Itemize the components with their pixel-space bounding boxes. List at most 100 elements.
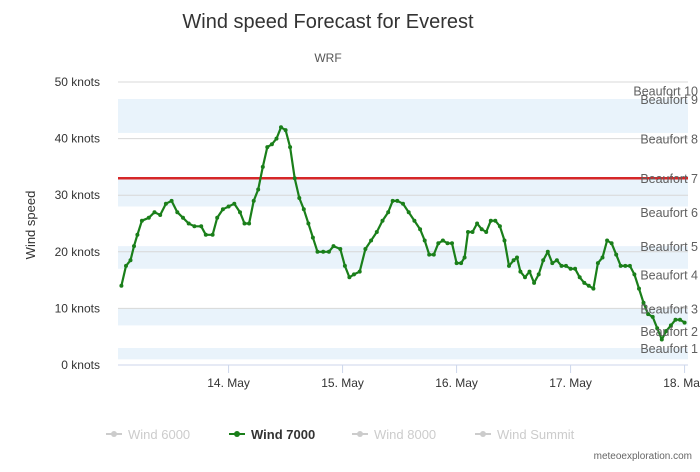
data-point [614,252,619,257]
data-point [627,263,632,268]
beaufort-label-2: Beaufort 2 [640,325,698,339]
data-point [226,204,231,209]
data-point [573,266,578,271]
data-point [422,238,427,243]
data-point [326,249,331,254]
data-point [215,215,220,220]
data-point [331,244,336,249]
data-point [564,263,568,268]
beaufort-label-8: Beaufort 8 [640,133,698,147]
data-point [673,317,678,322]
data-point [462,255,467,260]
data-point [497,224,502,229]
data-point [395,198,400,203]
data-point [618,263,623,268]
data-point [466,230,470,234]
y-tick-label: 50 knots [55,75,100,89]
data-point [315,249,320,254]
data-point [186,221,191,226]
data-point [655,326,660,331]
data-point [595,261,600,266]
x-tick-label: 15. May [321,376,364,390]
chart-title: Wind speed Forecast for Everest [182,11,474,33]
data-point [646,312,651,317]
data-point [321,249,326,254]
x-tick-label: 17. May [549,376,592,390]
data-point [650,314,655,319]
data-point [401,201,405,206]
data-point [682,320,687,325]
data-point [163,201,168,206]
data-point [554,258,559,263]
data-point [668,323,673,328]
data-point [357,269,362,274]
beaufort-label-5: Beaufort 5 [640,240,698,254]
data-point [418,227,423,232]
data-point [139,218,144,223]
data-point [283,128,288,133]
data-point [342,263,347,268]
data-point [493,218,498,223]
data-point [532,280,537,285]
data-point [559,263,564,268]
legend-label: Wind 7000 [251,427,315,442]
data-point [600,255,605,260]
legend-symbol-marker [234,431,240,437]
beaufort-label-3: Beaufort 3 [640,302,698,316]
x-tick-label: 14. May [207,376,250,390]
data-point [152,210,157,215]
data-point [301,207,306,212]
data-point [369,238,374,243]
data-point [232,201,237,206]
data-point [577,275,582,280]
data-point [641,300,646,305]
data-point [210,232,215,237]
beaufort-band-1 [118,348,688,360]
data-point [605,238,610,243]
data-point [484,230,489,234]
data-point [550,261,555,266]
data-point [279,125,283,130]
chart-credit: meteoexploration.com [594,451,692,462]
data-point [124,263,128,268]
data-point [363,247,368,251]
legend-symbol-marker [111,431,117,437]
beaufort-label-10: Beaufort 10 [633,84,698,98]
y-tick-label: 40 knots [55,132,100,146]
data-point [169,198,174,203]
legend-label: Wind 6000 [128,427,190,442]
data-point [568,266,573,271]
data-point [135,232,140,237]
data-point [431,252,436,257]
beaufort-label-6: Beaufort 6 [640,206,698,220]
legend-item-wind-8000[interactable]: Wind 8000 [352,427,436,442]
data-point [274,136,279,141]
beaufort-label-4: Beaufort 4 [640,268,698,282]
legend-item-wind-7000[interactable]: Wind 7000 [229,427,315,442]
x-tick-label: 16. May [435,376,478,390]
legend-label: Wind Summit [497,427,575,442]
data-point [586,283,591,288]
y-axis-label: Wind speed [23,191,38,260]
data-point [347,275,352,280]
data-point [247,221,252,226]
beaufort-band-labels: Beaufort 1 Beaufort 2 Beaufort 3 Beaufort 4… [633,84,698,356]
data-point [664,329,669,333]
beaufort-band-3 [118,308,688,326]
legend-item-wind-summit[interactable]: Wind Summit [475,427,575,442]
data-point [310,235,315,240]
y-tick-label: 30 knots [55,188,100,202]
legend-item-wind-6000[interactable]: Wind 6000 [106,427,190,442]
legend: Wind 6000 Wind 7000 Wind 8000 Wind Summit [106,427,575,442]
data-point [288,145,293,150]
data-point [523,275,527,280]
data-point [132,244,136,249]
data-point [269,142,274,147]
data-point [386,210,391,215]
data-point [459,261,464,266]
data-point [545,249,550,254]
data-point [158,213,163,217]
data-point [582,280,587,285]
data-point [637,286,641,291]
